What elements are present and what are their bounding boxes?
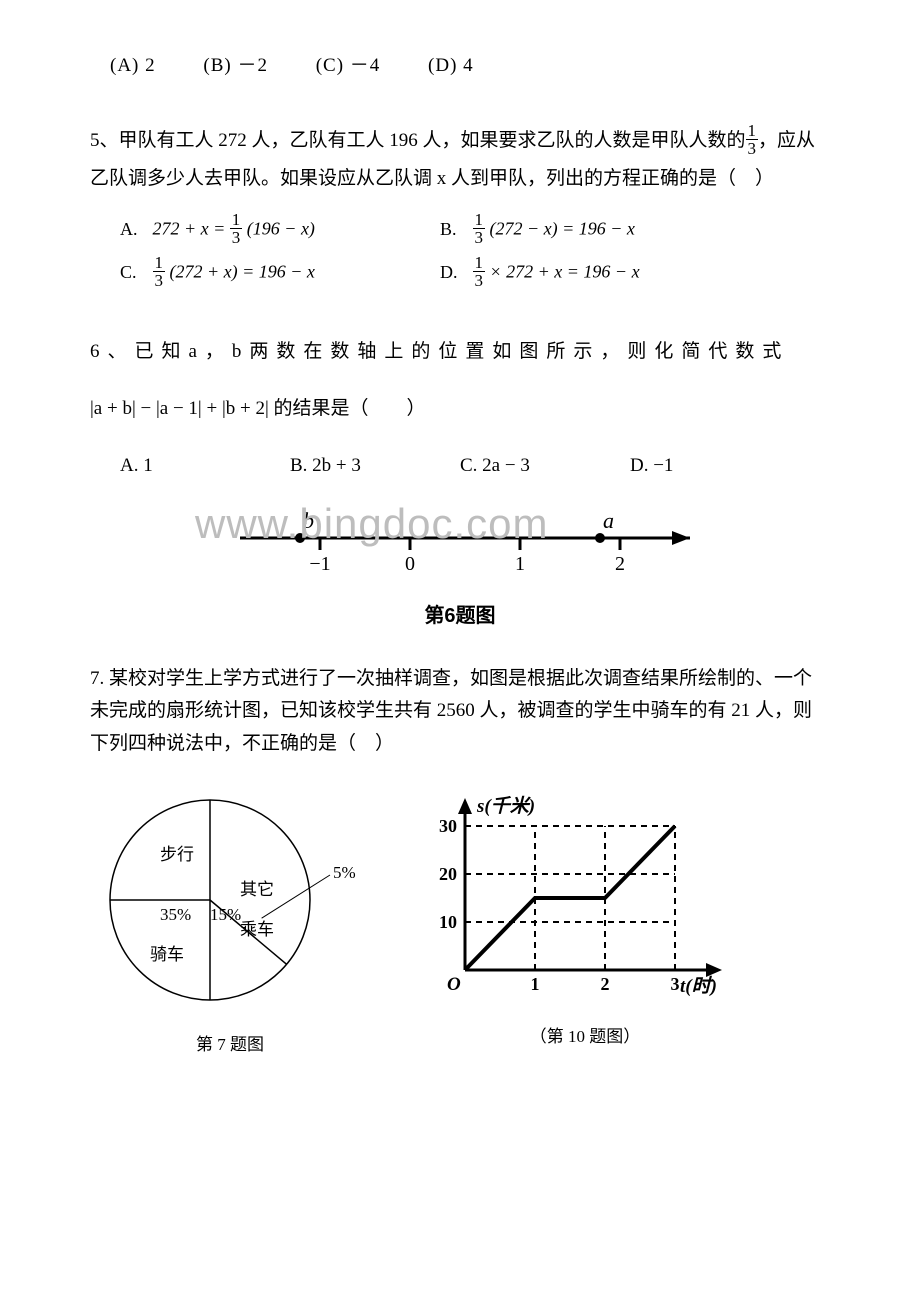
q7-text: 7. 某校对学生上学方式进行了一次抽样调查，如图是根据此次调查结果所绘制的、一个…	[90, 663, 830, 760]
q4-options: (A) 2 (B) －2 (C) －4 (D) 4	[110, 50, 830, 82]
svg-text:2: 2	[601, 974, 610, 994]
q6-opt-d: D. −1	[630, 450, 800, 482]
svg-text:5%: 5%	[333, 863, 356, 882]
q10-caption: （第 10 题图）	[420, 1023, 750, 1052]
q7-pie-caption: 第 7 题图	[90, 1031, 370, 1060]
svg-text:步行: 步行	[160, 845, 194, 864]
svg-text:3: 3	[671, 974, 680, 994]
q6-text: 6、已知a，b两数在数轴上的位置如图所示，则化简代数式	[90, 331, 830, 373]
svg-text:0: 0	[405, 553, 415, 575]
q6-caption: 第6题图	[90, 599, 830, 633]
svg-text:骑车: 骑车	[150, 945, 184, 964]
q5-frac: 13	[746, 122, 759, 157]
q6-opt-b: B. 2b + 3	[290, 450, 460, 482]
svg-text:其它: 其它	[240, 880, 274, 899]
q5-options: A. 272 + x = 13 (196 − x) B. 13 (272 − x…	[120, 213, 830, 291]
q10-line-chart: 1 2 3 10 20 30 Os(千米) t(时) （第 10 题图）	[420, 790, 750, 1052]
q5-opt-c: C. 13 (272 + x) = 196 − x	[120, 256, 440, 291]
q5-opt-a: A. 272 + x = 13 (196 − x)	[120, 213, 440, 248]
svg-text:35%: 35%	[160, 905, 191, 924]
svg-text:10: 10	[439, 912, 457, 932]
svg-text:O: O	[447, 974, 461, 995]
svg-text:2: 2	[615, 553, 625, 575]
svg-text:−1: −1	[309, 553, 330, 575]
svg-text:t(时): t(时)	[680, 975, 717, 997]
q5-pre: 5、甲队有工人 272 人，乙队有工人 196 人，如果要求乙队的人数是甲队人数…	[90, 130, 746, 151]
svg-text:20: 20	[439, 864, 457, 884]
q5-text: 5、甲队有工人 272 人，乙队有工人 196 人，如果要求乙队的人数是甲队人数…	[90, 122, 830, 198]
svg-text:b: b	[303, 508, 314, 533]
q6-opt-c: C. 2a − 3	[460, 450, 630, 482]
q5-opt-b: B. 13 (272 − x) = 196 − x	[440, 213, 760, 248]
q6-number-line: −1 0 1 2 b a 第6题图	[90, 498, 830, 633]
q6-options: A. 1 B. 2b + 3 C. 2a − 3 D. −1	[120, 450, 800, 482]
svg-text:1: 1	[515, 553, 525, 575]
q4-opt-c: (C) －4	[316, 55, 381, 76]
svg-text:30: 30	[439, 816, 457, 836]
q4-opt-b: (B) －2	[203, 55, 268, 76]
q7-pie-chart: 步行其它乘车骑车 15% 35% 5% 第 7 题图	[90, 790, 370, 1060]
svg-text:15%: 15%	[210, 905, 241, 924]
svg-text:a: a	[603, 508, 614, 533]
svg-text:s(千米): s(千米)	[476, 795, 535, 817]
svg-text:乘车: 乘车	[240, 920, 274, 939]
q6-expression: |a + b| − |a − 1| + |b + 2| 的结果是（ ）	[90, 393, 830, 425]
q4-opt-d: (D) 4	[428, 55, 474, 76]
svg-text:1: 1	[531, 974, 540, 994]
q4-opt-a: (A) 2	[110, 55, 156, 76]
q5-opt-d: D. 13 × 272 + x = 196 − x	[440, 256, 760, 291]
q6-opt-a: A. 1	[120, 450, 290, 482]
